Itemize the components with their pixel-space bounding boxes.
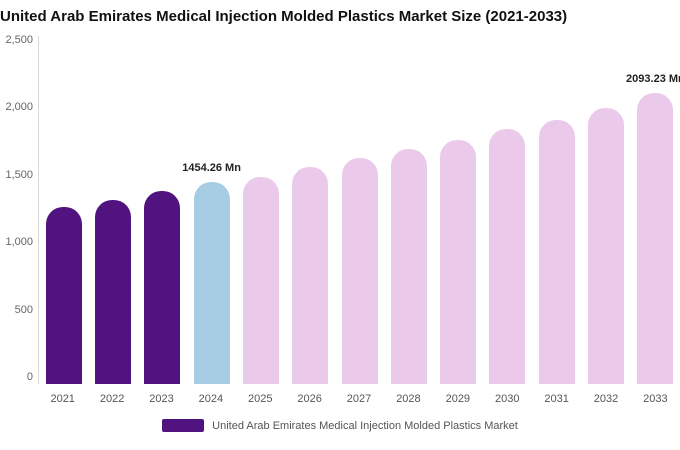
- y-tick-label: 2,500: [5, 34, 33, 46]
- x-tick-label-2023: 2023: [149, 393, 174, 405]
- bar-column-2023: [138, 36, 187, 384]
- y-tick-label: 2,000: [5, 101, 33, 114]
- bar-column-2025: [236, 36, 285, 384]
- bar-value-label-2033: 2093.23 Mn: [626, 73, 680, 85]
- bar-2031[interactable]: [538, 120, 575, 384]
- bar-2027[interactable]: [341, 158, 378, 384]
- bar-column-2029: [434, 36, 483, 384]
- x-tick-label-2030: 2030: [494, 393, 520, 405]
- legend-label: United Arab Emirates Medical Injection M…: [212, 419, 518, 432]
- y-tick-label: 500: [14, 303, 33, 316]
- x-tick-label-2028: 2028: [396, 393, 421, 405]
- x-tick-label-2029: 2029: [445, 393, 471, 405]
- x-tick-label-2032: 2032: [593, 393, 619, 405]
- y-tick-label: 0: [26, 370, 33, 383]
- bar-2029[interactable]: [440, 140, 477, 384]
- bar-column-2030: [483, 36, 532, 384]
- y-tick-label: 1,000: [5, 236, 33, 249]
- x-tick-label-2027: 2027: [346, 393, 372, 405]
- chart-title: United Arab Emirates Medical Injection M…: [0, 8, 568, 25]
- x-tick-label-2022: 2022: [99, 393, 125, 405]
- x-tick-label-2024: 2024: [198, 393, 224, 405]
- bar-2026[interactable]: [292, 167, 329, 384]
- bar-2021[interactable]: [45, 207, 82, 384]
- bar-column-2031: [532, 36, 581, 384]
- bar-column-2032: [581, 36, 630, 384]
- x-tick-label-2031: 2031: [544, 393, 569, 405]
- bar-2022[interactable]: [94, 200, 131, 384]
- bar-value-label-2024: 1454.26 Mn: [182, 162, 241, 174]
- x-axis: 2021 2022 2023 2024 2025 2026 2027 2028 2029 2030…: [38, 384, 680, 405]
- bar-2023[interactable]: [144, 191, 181, 384]
- bar-2025[interactable]: [242, 177, 279, 384]
- bar-column-2033: 2093.23 Mn: [626, 36, 680, 384]
- bar-column-2028: [384, 36, 433, 384]
- bar-2030[interactable]: [489, 129, 526, 384]
- plot-row: 2,500 2,000 1,500 1,000 500 0 1454.26 Mn 2093.…: [0, 34, 680, 384]
- plot-area: 1454.26 Mn 2093.23 Mn: [38, 36, 680, 384]
- y-tick-label: 1,500: [5, 168, 33, 181]
- x-tick-label-2033: 2033: [643, 393, 668, 405]
- legend-item[interactable]: United Arab Emirates Medical Injection M…: [0, 419, 680, 432]
- bar-2028[interactable]: [390, 149, 427, 384]
- bar-column-2026: [286, 36, 335, 384]
- bar-column-2022: [88, 36, 137, 384]
- bar-column-2027: [335, 36, 384, 384]
- bar-column-2024: 1454.26 Mn: [182, 36, 241, 384]
- y-axis: 2,500 2,000 1,500 1,000 500 0: [0, 34, 38, 384]
- x-tick-label-2026: 2026: [297, 393, 322, 405]
- bar-column-2021: [39, 36, 88, 384]
- x-tick-label-2021: 2021: [50, 393, 75, 405]
- x-tick-label-2025: 2025: [248, 393, 273, 405]
- bar-2024[interactable]: [193, 182, 230, 384]
- bar-2032[interactable]: [588, 108, 625, 384]
- legend-swatch-icon: [162, 419, 205, 432]
- bar-2033[interactable]: [637, 93, 674, 384]
